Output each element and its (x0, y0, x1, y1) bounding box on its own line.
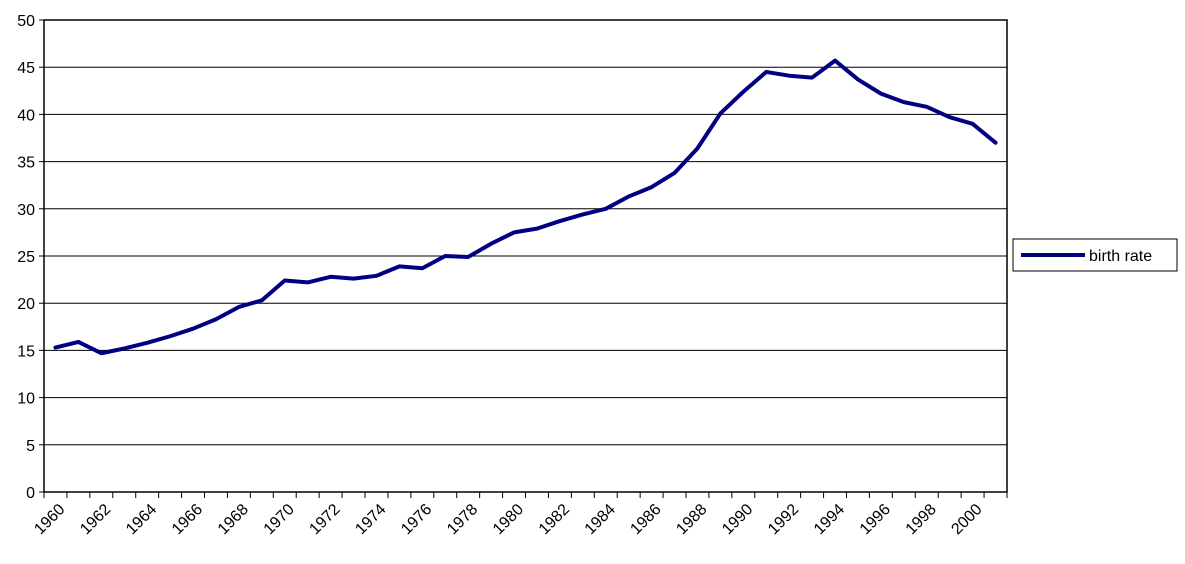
y-tick-label: 25 (17, 249, 35, 266)
line-series (53, 58, 998, 356)
y-tick-label: 20 (17, 296, 35, 313)
y-tick-label: 30 (17, 202, 35, 219)
y-tick-label: 50 (17, 13, 35, 30)
y-tick-label: 40 (17, 107, 35, 124)
legend-label: birth rate (1089, 248, 1152, 265)
y-tick-label: 15 (17, 343, 35, 360)
y-tick-label: 0 (26, 485, 35, 502)
y-tick-label: 45 (17, 60, 35, 77)
y-tick-label: 5 (26, 438, 35, 455)
y-tick-label: 10 (17, 391, 35, 408)
y-tick-label: 35 (17, 155, 35, 172)
